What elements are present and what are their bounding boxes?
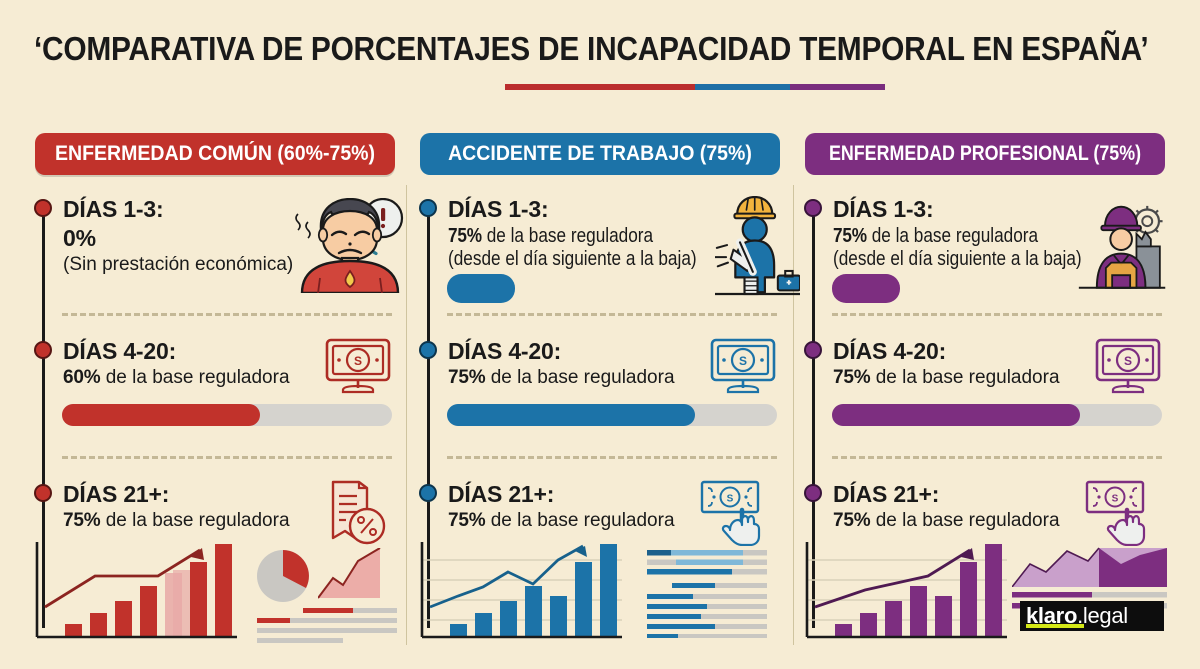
svg-text:S: S [739, 354, 747, 368]
svg-text:S: S [354, 354, 362, 368]
svg-text:S: S [1112, 494, 1119, 505]
svg-text:S: S [727, 494, 734, 505]
svg-text:S: S [1124, 354, 1132, 368]
